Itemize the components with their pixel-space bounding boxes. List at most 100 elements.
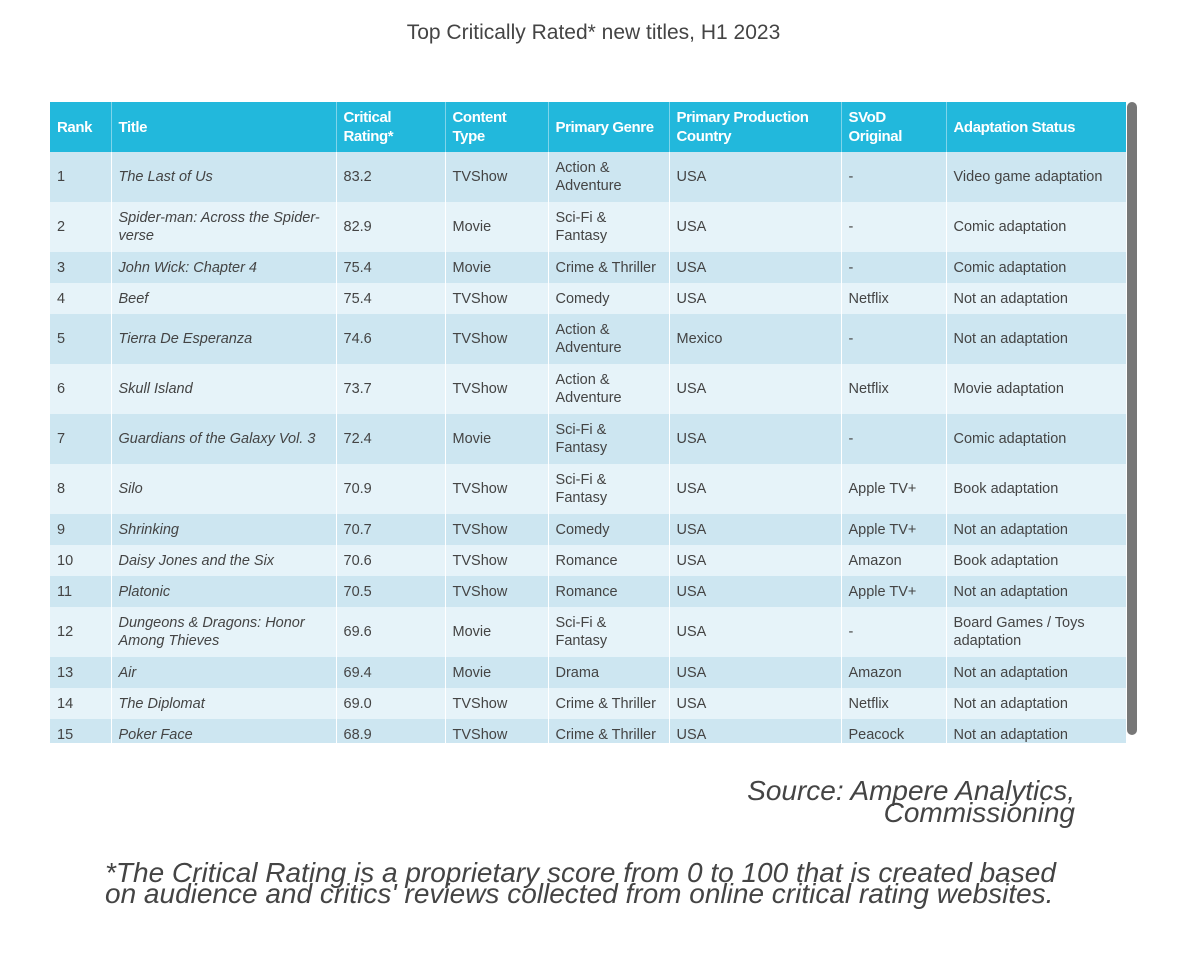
table-cell: 70.7	[336, 514, 446, 545]
table-row: 10 Daisy Jones and the Six 70.6 TVShow Roman…	[50, 545, 1126, 576]
table-cell: Comedy	[548, 514, 670, 545]
table-cell: TVShow	[445, 152, 549, 202]
table-cell: Not an adaptation	[946, 688, 1126, 719]
source-text: Source: Ampere Analytics, Commissioning	[747, 775, 1075, 828]
table-cell: USA	[669, 545, 842, 576]
table-cell: 82.9	[336, 202, 446, 252]
table-cell: TVShow	[445, 364, 549, 414]
table-cell: Crime & Thriller	[548, 688, 670, 719]
table-cell: USA	[669, 688, 842, 719]
table-cell: Sci-Fi & Fantasy	[548, 202, 670, 252]
table-cell: 72.4	[336, 414, 446, 464]
table-cell: -	[841, 152, 947, 202]
table-cell: Movie adaptation	[946, 364, 1126, 414]
table-cell: Spider-man: Across the Spider-verse	[111, 202, 337, 252]
table-row: 2 Spider-man: Across the Spider-verse 82.9…	[50, 202, 1126, 252]
table-row: 11 Platonic 70.5 TVShow Romance USA Apple TV+ N…	[50, 576, 1126, 607]
table-cell: Video game adaptation	[946, 152, 1126, 202]
table-cell: 14	[50, 688, 112, 719]
scrollbar[interactable]	[1127, 102, 1137, 735]
table-cell: Shrinking	[111, 514, 337, 545]
table-cell: Action & Adventure	[548, 314, 670, 364]
table-cell: 70.5	[336, 576, 446, 607]
table-cell: Netflix	[841, 364, 947, 414]
table-cell: Action & Adventure	[548, 364, 670, 414]
page-title: Top Critically Rated* new titles, H1 202…	[406, 21, 781, 44]
table-cell: Beef	[111, 283, 337, 314]
table-cell: Tierra De Esperanza	[111, 314, 337, 364]
table-cell: Apple TV+	[841, 514, 947, 545]
table-cell: 69.0	[336, 688, 446, 719]
table-cell: Crime & Thriller	[548, 252, 670, 283]
table-cell: TVShow	[445, 314, 549, 364]
column-header: Critical Rating*	[336, 102, 446, 152]
table-cell: 70.6	[336, 545, 446, 576]
table-row: 14 The Diplomat 69.0 TVShow Crime & Thriller…	[50, 688, 1126, 719]
table-cell: TVShow	[445, 514, 549, 545]
table-header-row: Rank Title Critical Rating* Content Type Pri…	[50, 102, 1126, 152]
table-cell: 69.6	[336, 607, 446, 657]
column-header: Primary Production Country	[669, 102, 842, 152]
column-header: Rank	[50, 102, 112, 152]
table-cell: 5	[50, 314, 112, 364]
table-cell: 83.2	[336, 152, 446, 202]
table-cell: Netflix	[841, 688, 947, 719]
table-cell: Book adaptation	[946, 464, 1126, 514]
table-row: 8 Silo 70.9 TVShow Sci-Fi & Fantasy USA Apple …	[50, 464, 1126, 514]
table-cell: Not an adaptation	[946, 314, 1126, 364]
table-cell: Comedy	[548, 283, 670, 314]
column-header: Adaptation Status	[946, 102, 1126, 152]
column-header: Primary Genre	[548, 102, 670, 152]
table-cell: 3	[50, 252, 112, 283]
table-cell: USA	[669, 364, 842, 414]
table-cell: Comic adaptation	[946, 414, 1126, 464]
table-cell: 70.9	[336, 464, 446, 514]
table-cell: TVShow	[445, 576, 549, 607]
table-cell: Daisy Jones and the Six	[111, 545, 337, 576]
table-container: Rank Title Critical Rating* Content Type Pri…	[50, 102, 1126, 743]
table-cell: Apple TV+	[841, 576, 947, 607]
table-cell: 6	[50, 364, 112, 414]
table-cell: Sci-Fi & Fantasy	[548, 607, 670, 657]
table-cell: -	[841, 202, 947, 252]
table-cell: Movie	[445, 657, 549, 688]
table-cell: 15	[50, 719, 112, 743]
table-cell: TVShow	[445, 464, 549, 514]
column-header: SVoD Original	[841, 102, 947, 152]
table-cell: USA	[669, 152, 842, 202]
table-cell: 8	[50, 464, 112, 514]
table-cell: Comic adaptation	[946, 202, 1126, 252]
table-cell: Dungeons & Dragons: Honor Among Thieves	[111, 607, 337, 657]
table-cell: Romance	[548, 545, 670, 576]
table-cell: 9	[50, 514, 112, 545]
table-cell: USA	[669, 252, 842, 283]
table-cell: -	[841, 607, 947, 657]
table-cell: 4	[50, 283, 112, 314]
table-cell: 2	[50, 202, 112, 252]
table-cell: Movie	[445, 414, 549, 464]
table-cell: 11	[50, 576, 112, 607]
table-cell: Not an adaptation	[946, 576, 1126, 607]
table-cell: -	[841, 414, 947, 464]
table-cell: 75.4	[336, 283, 446, 314]
table-row: 15 Poker Face 68.9 TVShow Crime & Thriller US…	[50, 719, 1126, 743]
table-row: 4 Beef 75.4 TVShow Comedy USA Netflix Not an ad…	[50, 283, 1126, 314]
table-cell: 12	[50, 607, 112, 657]
footnote: *The Critical Rating is a proprietary sc…	[105, 857, 1056, 909]
table-cell: Sci-Fi & Fantasy	[548, 414, 670, 464]
table-cell: USA	[669, 414, 842, 464]
table-cell: USA	[669, 719, 842, 743]
table-cell: 7	[50, 414, 112, 464]
table-cell: Romance	[548, 576, 670, 607]
table-cell: Movie	[445, 202, 549, 252]
table-cell: Not an adaptation	[946, 514, 1126, 545]
table-cell: Crime & Thriller	[548, 719, 670, 743]
table-cell: -	[841, 252, 947, 283]
table-cell: USA	[669, 514, 842, 545]
table-cell: Netflix	[841, 283, 947, 314]
table-cell: Amazon	[841, 657, 947, 688]
column-header: Title	[111, 102, 337, 152]
table-cell: John Wick: Chapter 4	[111, 252, 337, 283]
table-row: 1 The Last of Us 83.2 TVShow Action & Advent…	[50, 152, 1126, 202]
table-cell: TVShow	[445, 545, 549, 576]
